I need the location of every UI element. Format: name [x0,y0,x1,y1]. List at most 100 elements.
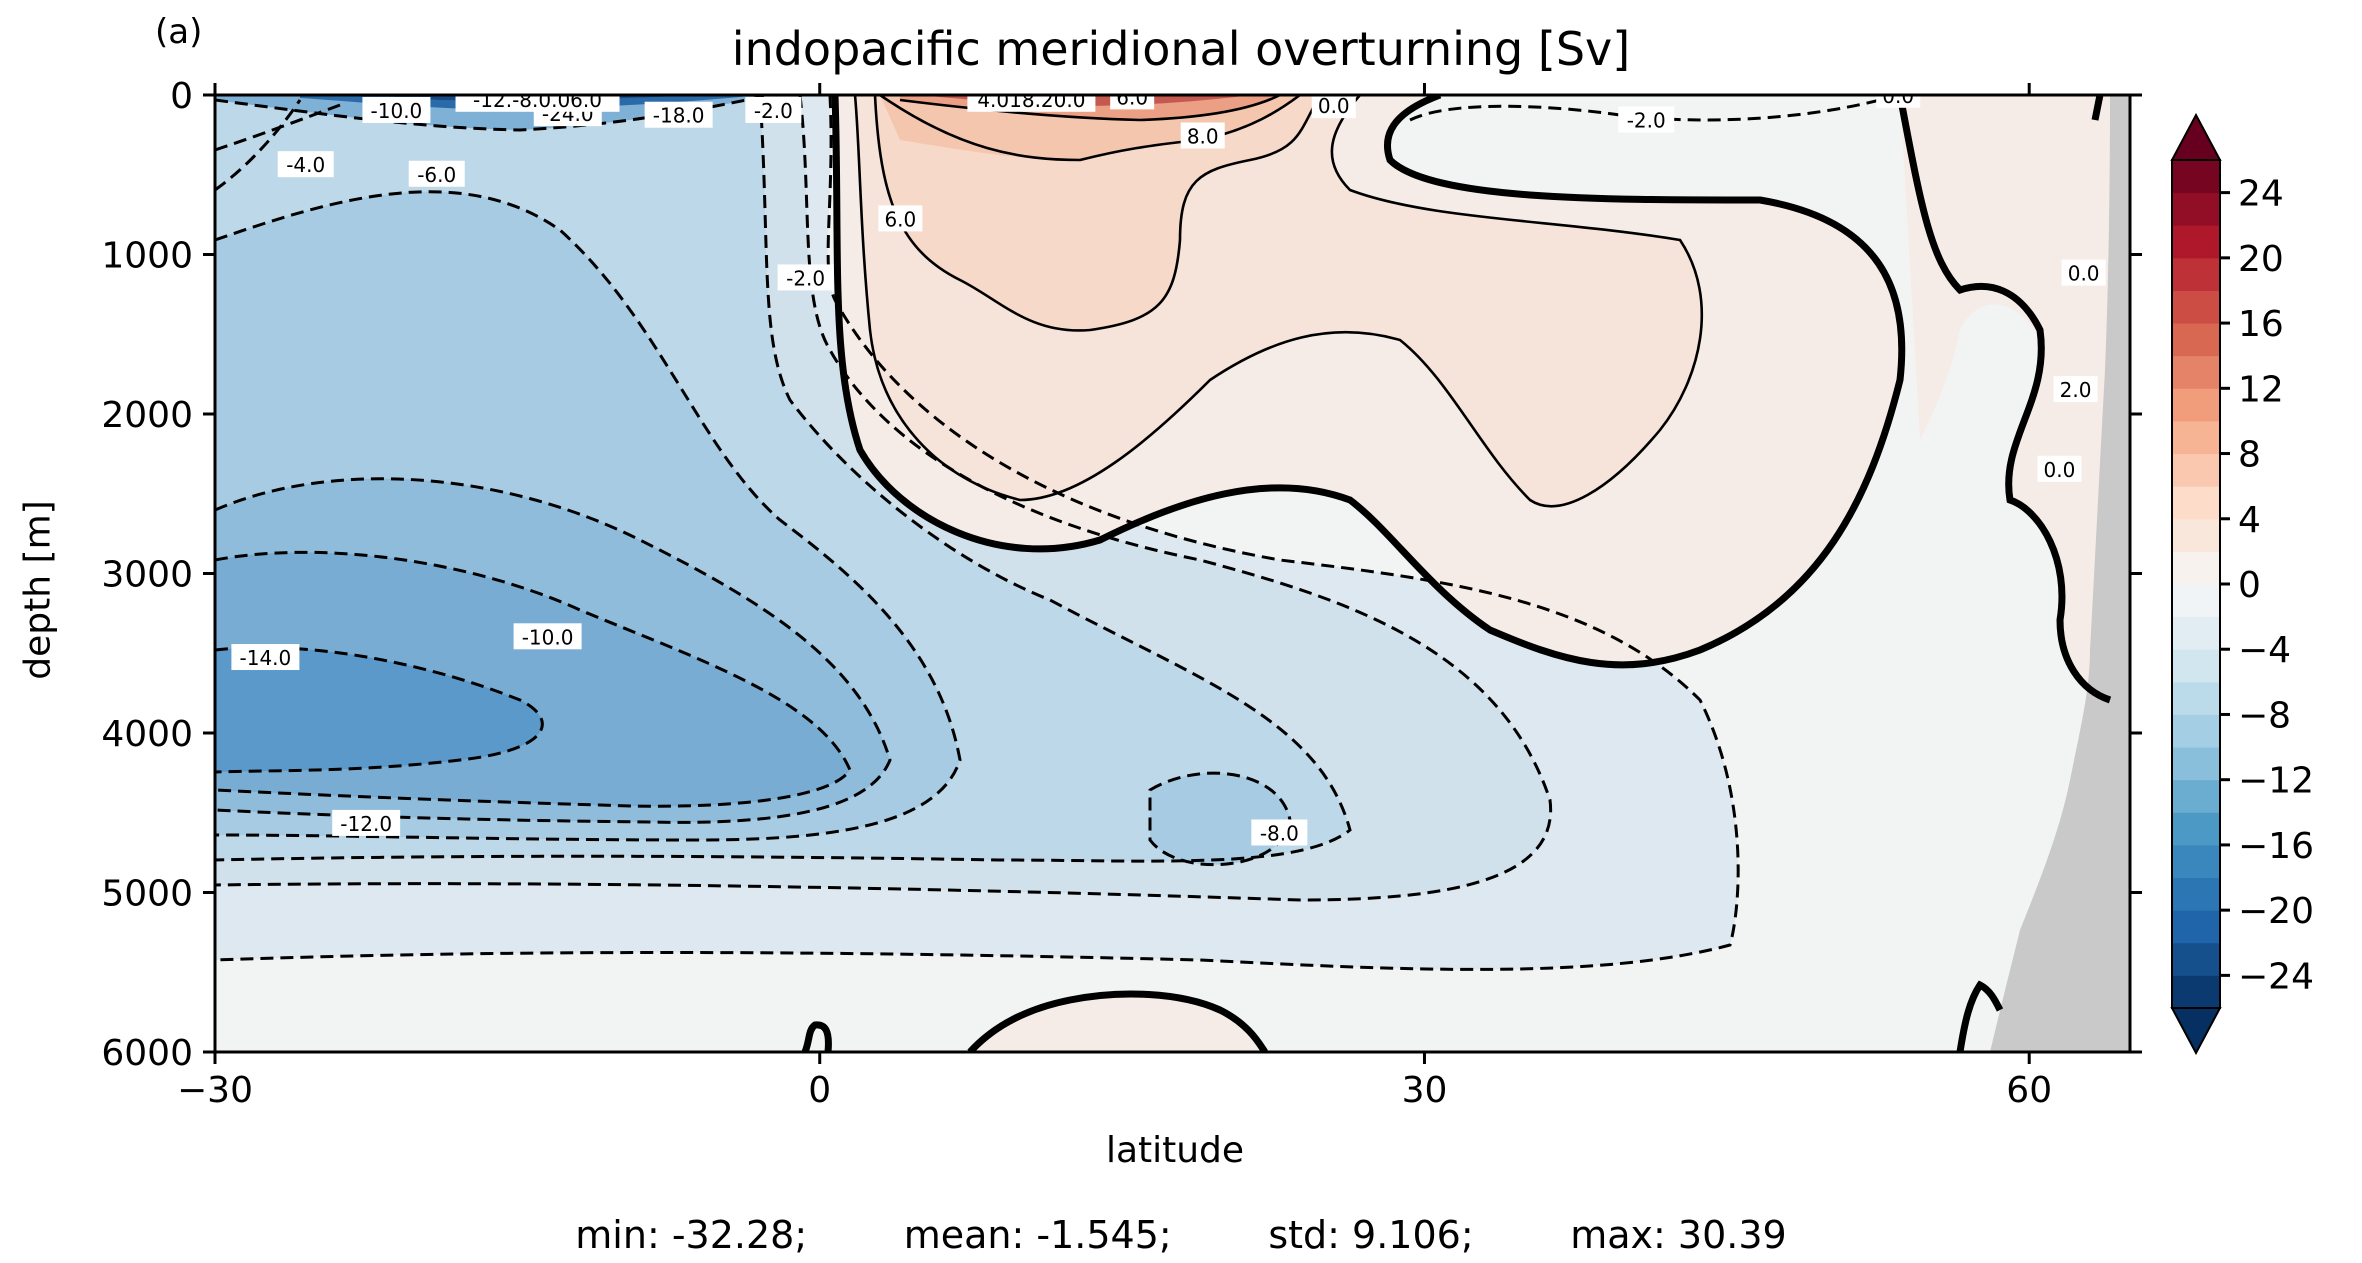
pos-northeast-patch [1900,95,2110,700]
colorbar-level [2172,257,2220,291]
contour-label: 0.0 [2068,262,2100,286]
contour-label: 6.0 [1116,85,1148,109]
colorbar-level [2172,747,2220,781]
colorbar-level [2172,388,2220,422]
contour-label: -14.0 [240,646,292,670]
colorbar-level [2172,160,2220,194]
contour-label-bg [1876,95,1921,108]
colorbar-level [2172,649,2220,683]
contour-label: -12.0 [340,812,392,836]
contour-label-bg [455,95,620,112]
contour-label-bg [644,101,713,128]
contour-label-bg [1618,106,1675,133]
contour-label: -18.0 [653,104,705,128]
contour-label: 6.0 [884,207,916,231]
contour-label-bg [277,151,334,178]
contour-label-bg [2053,376,2098,403]
y-tick-label: 0 [170,76,193,117]
y-tick-label: 5000 [101,874,193,915]
colorbar-extend-max [2170,112,2222,161]
contour-label: 0.0 [1882,84,1914,108]
colorbar-extend-min [2170,1007,2222,1056]
y-axis: 0 1000 2000 3000 4000 5000 6000 [101,76,2142,1074]
colorbar-level [2172,355,2220,389]
y-tick-label: 6000 [101,1033,193,1074]
colorbar-tick-label: 4 [2238,500,2261,541]
contour-label: -2.0 [786,266,825,290]
y-axis-label: depth [m] [17,500,59,680]
x-axis-label: latitude [1105,1130,1245,1171]
pos-band-4 [875,95,1320,331]
contour-labels: -14.0 -10.0 -12.0 -8.0 -6.0 -4.0 -2.0 6.0 8.0 -2.… [231,84,2106,846]
colorbar-level [2172,616,2220,650]
colorbar-tick-label: −16 [2238,826,2314,867]
x-tick-label: −30 [177,1070,253,1111]
contour-label-bg [2061,259,2106,286]
colorbar-level [2172,323,2220,357]
contour-label-bg [231,644,300,671]
colorbar-tick-label: −24 [2238,956,2314,997]
contour-label-bg [1180,122,1225,149]
colorbar-level [2172,290,2220,324]
contour-label: -6.0 [417,163,456,187]
contour-label-bg [967,95,1096,112]
land-mask [1990,95,2130,1052]
contour-label-bg [513,623,582,650]
y-tick-label: 2000 [101,395,193,436]
contour-label: 0.0 [2044,458,2076,482]
colorbar-tick-label: 16 [2238,304,2284,345]
colorbar-level [2172,518,2220,552]
colorbar-tick-label: −12 [2238,761,2314,802]
colorbar-tick-label: 8 [2238,435,2261,476]
contour-label-bg [777,264,834,291]
contour-label-bg [332,809,401,836]
colorbar-level [2172,225,2220,259]
stats-line: min: -32.28; mean: -1.545; std: 9.106; m… [575,1213,1787,1257]
x-axis: −30 0 30 60 [177,83,2052,1111]
colorbar-level [2172,420,2220,455]
contour-label-bg [1110,95,1155,110]
contour-label: -12.-8.0.06.0 [473,88,602,112]
colorbar-level [2172,877,2220,911]
colorbar-tick-label: −4 [2238,630,2291,671]
chart-title-text: indopacific meridional overturning [Sv] [731,22,1631,76]
contour-label-bg [1251,819,1308,846]
colorbar-level [2172,942,2220,976]
contour-label-bg [1311,95,1356,119]
contour-label-bg [878,205,923,232]
y-tick-label: 3000 [101,555,193,596]
contour-label: 4.018.20.0 [977,88,1085,112]
contour-label-bg [745,96,802,123]
colorbar-tick-label: −8 [2238,695,2291,736]
colorbar-level [2172,812,2220,846]
colorbar-tick-label: 20 [2238,239,2284,280]
contour-label: -8.0 [1260,821,1299,845]
negative-contours [215,95,1881,971]
colorbar-level [2172,844,2220,879]
colorbar-level [2172,551,2220,585]
contour-label: -10.0 [522,625,574,649]
colorbar: −24 −20 −16 −12 −8 −4 0 4 8 12 16 20 24 [2170,112,2314,1056]
x-tick-label: 60 [2006,1070,2052,1111]
colorbar-level [2172,714,2220,748]
plot-area: -14.0 -10.0 -12.0 -8.0 -6.0 -4.0 -2.0 6.0 8.0 -2.… [215,84,2130,1052]
chart-title: indopacific meridional overturning [Sv] [0,22,2362,76]
colorbar-level [2172,192,2220,226]
contour-label-bg [408,160,465,187]
y-tick-label: 4000 [101,714,193,755]
x-tick-label: 0 [808,1070,831,1111]
neg-band-14 [215,647,543,772]
contour-label-bg [362,96,431,123]
contour-label: 0.0 [1318,94,1350,118]
colorbar-level [2172,453,2220,487]
x-tick-label: 30 [1402,1070,1448,1111]
colorbar-tick-label: 0 [2238,565,2261,606]
y-tick-label: 1000 [101,236,193,277]
colorbar-level [2172,779,2220,813]
colorbar-tick-label: −20 [2238,891,2314,932]
colorbar-level [2172,975,2220,1009]
colorbar-level [2172,910,2220,944]
contour-label: 8.0 [1187,124,1219,148]
contour-label: -2.0 [1627,109,1666,133]
